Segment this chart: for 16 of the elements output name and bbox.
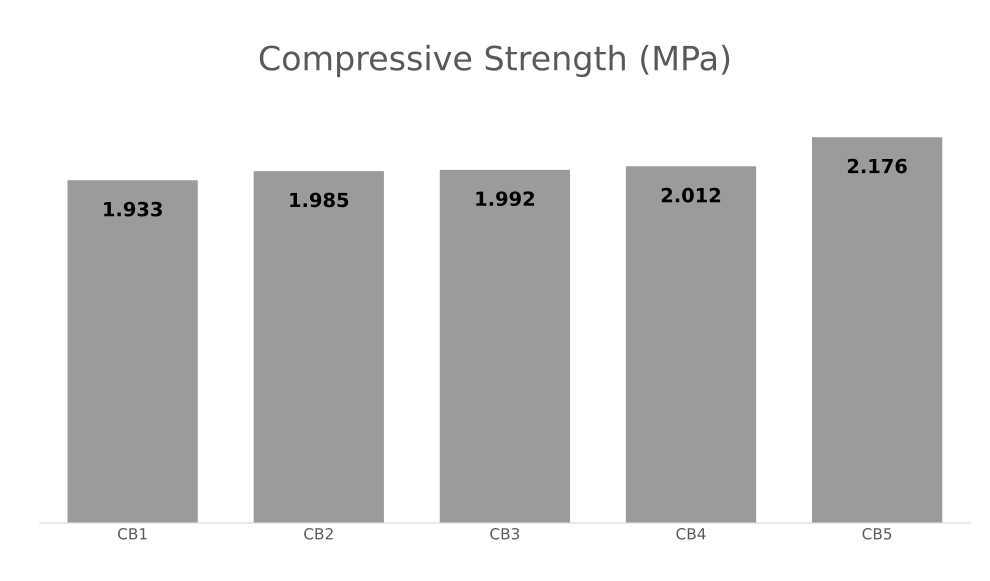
x-tick-label: CB4 (676, 528, 706, 540)
x-tick-label: CB5 (862, 528, 892, 540)
x-tick-label: CB2 (304, 528, 333, 540)
x-tick-label: CB1 (118, 528, 147, 540)
bar (68, 180, 198, 523)
data-label: 1.933 (104, 202, 162, 216)
bar (812, 137, 942, 523)
bar (626, 166, 756, 523)
data-label: 2.012 (662, 188, 720, 202)
bar (254, 171, 384, 523)
data-label: 1.992 (476, 191, 534, 206)
data-label: 2.176 (848, 158, 907, 174)
chart-title: Compressive Strength (MPa) (260, 44, 730, 78)
bar (440, 170, 570, 523)
data-label: 1.985 (290, 192, 348, 208)
x-tick-label: CB3 (490, 528, 520, 540)
